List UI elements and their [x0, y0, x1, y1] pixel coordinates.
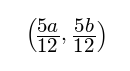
Text: $\left(\dfrac{5a}{12},\,\dfrac{5b}{12}\right)$: $\left(\dfrac{5a}{12},\,\dfrac{5b}{12}\r…	[25, 16, 105, 55]
